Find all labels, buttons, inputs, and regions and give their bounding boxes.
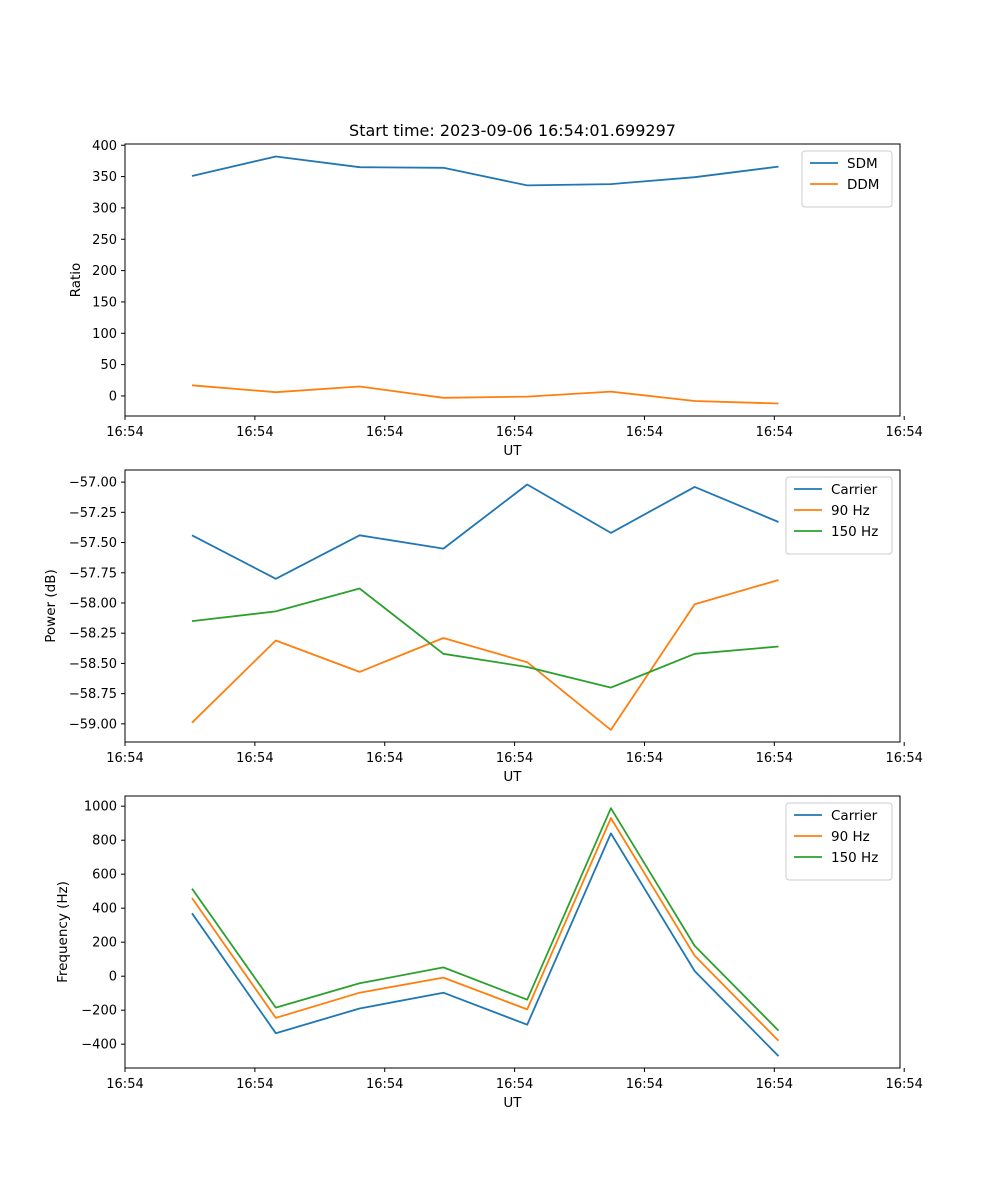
- panel-ratio-series-line-ddm: [191, 384, 779, 405]
- panel-power-y-tick-label: −59.00: [69, 717, 117, 732]
- panel-ratio-y-tick-label: 50: [100, 358, 117, 373]
- panel-ratio-legend-label: SDM: [847, 156, 878, 172]
- panel-frequency-x-tick-label: 16:54: [496, 1077, 533, 1092]
- panel-ratio-y-tick-label: 350: [92, 170, 117, 185]
- panel-frequency-y-tick-label: 0: [109, 970, 117, 985]
- panel-ratio-x-tick-label: 16:54: [236, 425, 273, 440]
- panel-ratio-y-tick-label: 400: [92, 139, 117, 154]
- panel-ratio-y-tick-label: 250: [92, 233, 117, 248]
- panel-ratio-x-tick-label: 16:54: [626, 425, 663, 440]
- panel-power-x-axis-label: UT: [503, 769, 522, 785]
- panel-frequency-y-tick-label: 800: [92, 834, 117, 849]
- panel-power-x-tick-label: 16:54: [626, 751, 663, 766]
- figure-title: Start time: 2023-09-06 16:54:01.699297: [349, 121, 676, 140]
- panel-frequency-y-tick-label: 400: [92, 902, 117, 917]
- panel-frequency-legend: [785, 802, 893, 881]
- panel-power-x-tick-label: 16:54: [885, 751, 922, 766]
- panel-frequency-series-line-90-hz: [191, 817, 780, 1042]
- panel-ratio-y-tick-label: 0: [109, 389, 117, 404]
- panel-power-y-tick-label: −58.75: [69, 687, 117, 702]
- panel-frequency-legend-label: Carrier: [831, 808, 878, 824]
- panel-power-y-axis-label: Power (dB): [43, 569, 59, 642]
- panel-power-x-tick-label: 16:54: [756, 751, 793, 766]
- panel-ratio-x-tick-label: 16:54: [885, 425, 922, 440]
- panel-frequency-x-tick-label: 16:54: [756, 1077, 793, 1092]
- panel-frequency: 16:54 16:54 16:54 16:54 16:54 16:54 16:54 −400 −…: [55, 795, 923, 1111]
- panel-power-y-tick-label: −58.00: [69, 596, 117, 611]
- panel-frequency-axes-frame: [124, 795, 901, 1069]
- panel-power-legend-label: 90 Hz: [831, 503, 870, 519]
- panel-frequency-y-tick-label: −400: [81, 1038, 117, 1053]
- panel-ratio-legend-label: DDM: [847, 177, 879, 193]
- panel-power-legend-label: 150 Hz: [831, 524, 878, 540]
- panel-power-x-tick-label: 16:54: [496, 751, 533, 766]
- panel-frequency-y-tick-label: −200: [81, 1004, 117, 1019]
- panel-frequency-legend-label: 90 Hz: [831, 829, 870, 845]
- panel-power-y-tick-label: −58.50: [69, 657, 117, 672]
- panel-frequency-x-tick-label: 16:54: [106, 1077, 143, 1092]
- panel-ratio-x-tick-label: 16:54: [756, 425, 793, 440]
- panel-ratio-y-tick-label: 300: [92, 201, 117, 216]
- panel-power-y-tick-label: −57.25: [69, 506, 117, 521]
- panel-frequency-y-tick-label: 200: [92, 936, 117, 951]
- panel-ratio-x-tick-label: 16:54: [366, 425, 403, 440]
- panel-frequency-x-tick-label: 16:54: [236, 1077, 273, 1092]
- panel-power-y-tick-label: −57.50: [69, 536, 117, 551]
- panel-power-axes-frame: [124, 469, 901, 743]
- panel-power-y-tick-label: −57.75: [69, 566, 117, 581]
- panel-ratio-series-line-sdm: [191, 155, 779, 187]
- panel-ratio-axes-frame: [124, 143, 901, 417]
- panel-power-x-tick-label: 16:54: [106, 751, 143, 766]
- panel-ratio-y-axis-label: Ratio: [68, 263, 84, 298]
- panel-power: 16:54 16:54 16:54 16:54 16:54 16:54 16:54 −57.0…: [43, 469, 923, 785]
- panel-ratio-x-axis-label: UT: [503, 443, 522, 459]
- panel-ratio-y-tick-label: 100: [92, 327, 117, 342]
- panel-power-series-line-carrier: [191, 483, 779, 580]
- panel-frequency-y-tick-label: 600: [92, 868, 117, 883]
- panel-frequency-series-line-carrier: [191, 832, 780, 1057]
- panel-frequency-series-line-150-hz: [191, 807, 780, 1032]
- panel-power-y-tick-label: −57.00: [69, 476, 117, 491]
- panel-ratio-y-tick-label: 200: [92, 264, 117, 279]
- panel-frequency-y-axis-label: Frequency (Hz): [55, 881, 71, 983]
- panel-frequency-x-tick-label: 16:54: [626, 1077, 663, 1092]
- panel-ratio-y-tick-label: 150: [92, 295, 117, 310]
- panel-frequency-x-tick-label: 16:54: [366, 1077, 403, 1092]
- panel-power-x-tick-label: 16:54: [366, 751, 403, 766]
- panel-frequency-x-tick-label: 16:54: [885, 1077, 922, 1092]
- panel-ratio: 16:54 16:54 16:54 16:54 16:54 16:54 16:54 0 50 10…: [68, 139, 923, 459]
- panel-frequency-x-axis-label: UT: [503, 1095, 522, 1111]
- panel-power-series-line-90-hz: [191, 579, 779, 731]
- panel-frequency-legend-label: 150 Hz: [831, 850, 878, 866]
- panel-ratio-x-tick-label: 16:54: [106, 425, 143, 440]
- panel-ratio-legend: [801, 150, 893, 208]
- panel-frequency-y-tick-label: 1000: [84, 800, 117, 815]
- panel-power-series-line-150-hz: [191, 587, 779, 689]
- panel-power-x-tick-label: 16:54: [236, 751, 273, 766]
- panel-power-legend-label: Carrier: [831, 482, 878, 498]
- panel-ratio-x-tick-label: 16:54: [496, 425, 533, 440]
- panel-power-y-tick-label: −58.25: [69, 627, 117, 642]
- panel-power-legend: [785, 476, 893, 555]
